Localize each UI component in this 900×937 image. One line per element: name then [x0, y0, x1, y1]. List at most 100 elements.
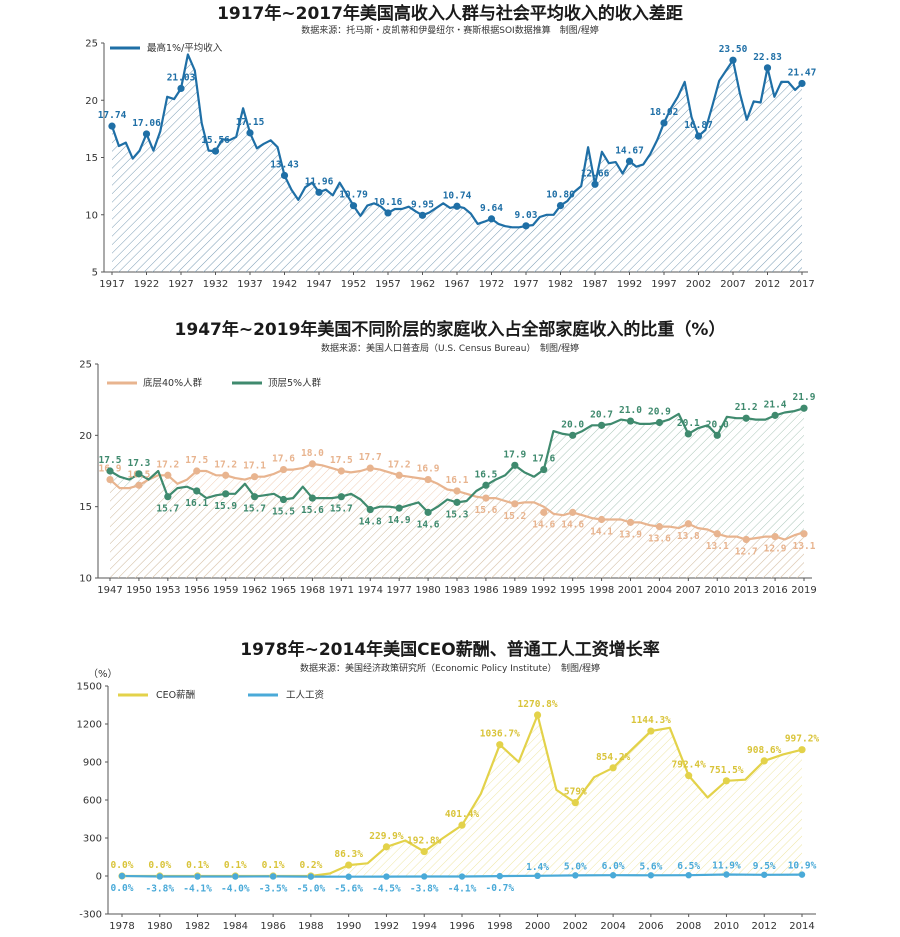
data-label-top5: 20.0: [706, 419, 729, 430]
data-label-bottom40: 15.6: [474, 505, 497, 516]
x-tick-label: 1965: [271, 585, 296, 596]
data-point-bottom40: [569, 508, 577, 516]
data-point-top5: [684, 430, 692, 438]
x-tick-label: 1947: [306, 279, 331, 290]
data-point-top5: [366, 505, 374, 514]
y-tick-label: 25: [79, 360, 92, 371]
series-area-bottom40: [110, 463, 804, 578]
x-tick-label: 1972: [479, 279, 504, 290]
chart-1-plot: 17.74 17.06 21.03 15.56 17.15 13.43 11.96 10.79…: [98, 44, 817, 272]
y-tick-label: 600: [83, 796, 102, 807]
data-point-worker: [685, 871, 692, 879]
data-point-ceo: [571, 799, 579, 807]
x-tick-label: 1962: [410, 279, 435, 290]
data-label-ceo: 579%: [564, 787, 587, 798]
data-point: [453, 202, 461, 210]
data-point-top5: [337, 493, 345, 501]
data-label-bottom40: 18.0: [301, 448, 324, 459]
data-point-bottom40: [106, 475, 114, 484]
data-label-ceo: 192.8%: [407, 836, 442, 847]
x-tick-label: 1982: [548, 279, 573, 290]
data-label-top5: 20.1: [677, 418, 700, 429]
data-label-ceo: 1036.7%: [480, 729, 520, 740]
data-label: 11.96: [305, 176, 334, 187]
data-point: [556, 201, 565, 210]
data-label: 17.74: [98, 110, 127, 121]
data-label-ceo: 854.2%: [596, 752, 631, 763]
data-point-top5: [482, 481, 490, 489]
data-point-bottom40: [742, 535, 750, 544]
data-label-top5: 21.4: [764, 399, 787, 410]
data-point-worker: [345, 873, 352, 880]
data-point-worker: [496, 872, 503, 880]
data-label: 16.87: [684, 120, 713, 131]
data-label-worker: 6.0%: [602, 861, 625, 872]
data-point: [280, 171, 289, 180]
series-area-top1: [112, 54, 802, 272]
data-point-bottom40: [511, 500, 519, 508]
data-label-ceo: 229.9%: [369, 831, 404, 842]
data-label: 10.80: [546, 190, 575, 201]
x-tick-label: 1998: [487, 921, 512, 932]
chart-3-plot: 0.0% 0.0% 0.1% 0.1% 0.1% 0.2% 86.3% 229.9% 192.8…: [111, 699, 820, 895]
data-point-top5: [193, 487, 201, 495]
data-label: 23.50: [719, 44, 748, 55]
data-label-ceo: 0.2%: [299, 860, 322, 871]
data-point-worker: [421, 873, 428, 880]
data-label-ceo: 0.1%: [224, 860, 247, 871]
data-label-top5: 15.7: [156, 504, 179, 515]
x-tick-label: 1978: [109, 921, 134, 932]
data-point: [384, 209, 392, 217]
x-tick-label: 2004: [647, 585, 672, 596]
data-point-bottom40: [424, 475, 432, 484]
data-point-bottom40: [800, 530, 808, 538]
data-label-ceo: 1270.8%: [518, 699, 558, 710]
data-point-worker: [723, 871, 730, 878]
y-tick-label: 15: [85, 153, 98, 164]
data-label-top5: 17.5: [99, 455, 122, 466]
data-point-bottom40: [395, 471, 403, 479]
x-tick-label: 2016: [762, 585, 787, 596]
data-label-top5: 17.6: [532, 454, 555, 465]
data-label: 9.64: [480, 203, 503, 214]
data-label-worker: 5.0%: [564, 861, 587, 872]
data-point-worker: [194, 873, 201, 880]
x-tick-label: 1992: [374, 921, 399, 932]
data-point-worker: [609, 872, 617, 879]
data-label-top5: 14.9: [388, 515, 411, 526]
data-label-worker: 11.9%: [712, 860, 741, 871]
x-tick-label: 2002: [686, 279, 711, 290]
data-point-bottom40: [655, 523, 664, 531]
data-point-ceo: [760, 757, 768, 765]
data-label: 21.03: [167, 72, 196, 83]
data-point-bottom40: [482, 494, 490, 502]
data-point-top5: [106, 467, 114, 475]
data-point-top5: [540, 465, 548, 474]
x-tick-label: 1995: [560, 585, 585, 596]
data-label-top5: 21.0: [619, 405, 642, 416]
data-point-top5: [250, 493, 259, 501]
data-point-ceo: [685, 772, 693, 780]
x-tick-label: 2002: [563, 921, 588, 932]
legend-label-worker: 工人工资: [286, 690, 325, 701]
data-label-ceo: 0.1%: [186, 860, 209, 871]
x-tick-label: 1957: [375, 279, 400, 290]
data-label-bottom40: 17.6: [272, 454, 295, 465]
data-point: [349, 202, 358, 210]
data-point: [694, 132, 703, 140]
data-label-worker: -4.5%: [372, 884, 401, 895]
data-label: 18.02: [650, 107, 679, 118]
data-point-top5: [308, 494, 317, 502]
data-label-bottom40: 17.2: [214, 459, 237, 470]
data-label-top5: 15.7: [243, 504, 266, 515]
x-tick-label: 1977: [513, 279, 538, 290]
x-tick-label: 1917: [99, 279, 124, 290]
chart-2: 1947年~2019年美国不同阶层的家庭收入占全部家庭收入的比重（%） 数据来源…: [79, 319, 816, 596]
data-point-ceo: [722, 777, 731, 785]
data-label: 10.74: [443, 190, 472, 201]
data-label: 21.47: [788, 67, 817, 78]
x-tick-label: 2004: [600, 921, 625, 932]
chart-3-axes: -300 0 300 600 900 1200 1500 1978 1980 1982 1984 19…: [77, 682, 816, 932]
data-label-worker: -3.8%: [145, 883, 174, 894]
data-point: [729, 56, 737, 64]
